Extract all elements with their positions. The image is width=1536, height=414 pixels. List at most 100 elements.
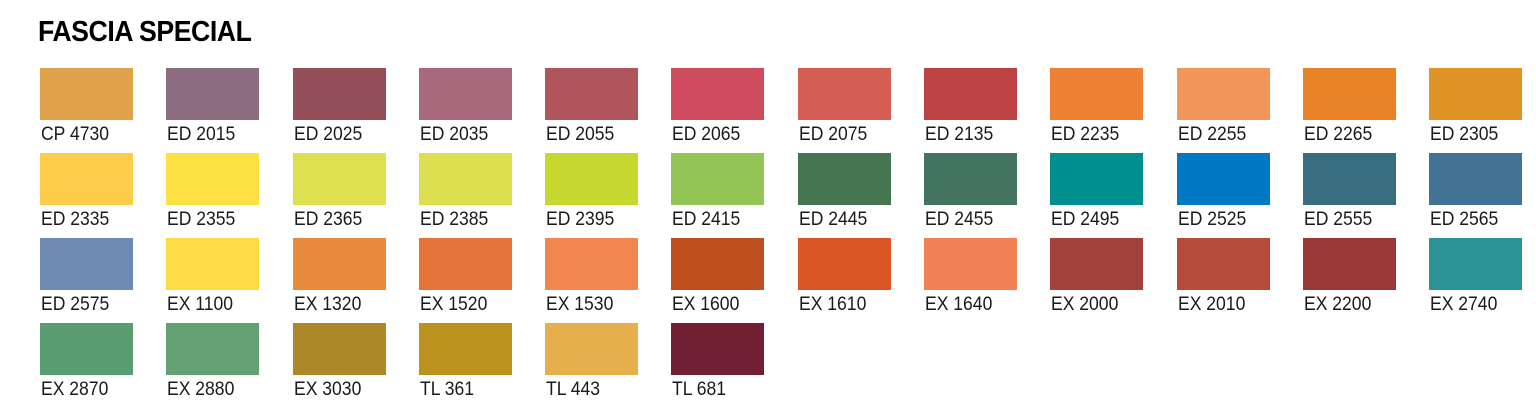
color-code-label: ED 2035 bbox=[419, 123, 489, 145]
color-swatch bbox=[292, 68, 386, 120]
color-swatch bbox=[292, 238, 386, 290]
color-code-label: CP 4730 bbox=[41, 123, 109, 145]
color-swatch-item: ED 2525 bbox=[1176, 153, 1303, 238]
color-swatch bbox=[545, 153, 639, 205]
color-swatch bbox=[418, 68, 512, 120]
color-code-label: ED 2075 bbox=[798, 123, 868, 145]
color-swatch bbox=[292, 153, 386, 205]
color-swatch-item: EX 1520 bbox=[418, 238, 545, 323]
color-swatch-item: ED 2265 bbox=[1302, 68, 1429, 153]
color-code-label: ED 2555 bbox=[1303, 208, 1373, 230]
color-code-label: ED 2395 bbox=[546, 208, 615, 230]
color-swatch-item: EX 1640 bbox=[924, 238, 1050, 323]
color-swatch bbox=[418, 323, 512, 375]
color-swatch-item: ED 2385 bbox=[418, 153, 545, 238]
color-code-label: EX 1640 bbox=[925, 293, 993, 315]
color-swatch-item: ED 2235 bbox=[1050, 68, 1176, 153]
color-code-label: ED 2445 bbox=[798, 208, 868, 230]
color-swatch-item: ED 2395 bbox=[545, 153, 671, 238]
color-swatch-item: EX 2740 bbox=[1429, 238, 1536, 323]
color-swatch-item: TL 361 bbox=[418, 323, 545, 408]
color-swatch-item: EX 2000 bbox=[1050, 238, 1176, 323]
color-swatch bbox=[1176, 238, 1270, 290]
color-code-label: ED 2415 bbox=[672, 208, 741, 230]
color-swatch bbox=[797, 153, 891, 205]
color-swatch bbox=[1176, 68, 1270, 120]
color-code-label: ED 2495 bbox=[1051, 208, 1120, 230]
color-code-label: EX 2880 bbox=[167, 378, 235, 400]
swatch-grid: CP 4730 ED 2015 ED 2025 ED 2035 ED 2055 ED 20… bbox=[40, 68, 1536, 408]
color-code-label: ED 2385 bbox=[419, 208, 489, 230]
color-swatch bbox=[40, 153, 133, 205]
color-code-label: TL 361 bbox=[419, 378, 474, 400]
color-swatch-item: ED 2495 bbox=[1050, 153, 1176, 238]
color-swatch bbox=[924, 153, 1018, 205]
color-swatch-item: ED 2565 bbox=[1429, 153, 1536, 238]
color-swatch bbox=[671, 238, 765, 290]
color-swatch-item: EX 2010 bbox=[1176, 238, 1303, 323]
color-swatch bbox=[545, 323, 639, 375]
color-swatch-item: EX 1530 bbox=[545, 238, 671, 323]
color-swatch-item: ED 2365 bbox=[292, 153, 419, 238]
color-swatch bbox=[1050, 238, 1144, 290]
color-swatch-item: EX 1600 bbox=[671, 238, 797, 323]
color-code-label: TL 443 bbox=[546, 378, 601, 400]
color-code-label: EX 1520 bbox=[419, 293, 488, 315]
color-swatch-item: EX 2880 bbox=[166, 323, 292, 408]
color-code-label: EX 2010 bbox=[1177, 293, 1246, 315]
color-swatch-item: ED 2415 bbox=[671, 153, 797, 238]
color-swatch-item: EX 1610 bbox=[797, 238, 924, 323]
color-swatch-item: ED 2305 bbox=[1429, 68, 1536, 153]
color-code-label: ED 2525 bbox=[1177, 208, 1246, 230]
color-swatch bbox=[671, 153, 765, 205]
color-swatch bbox=[166, 153, 260, 205]
color-code-label: ED 2575 bbox=[41, 293, 110, 315]
color-swatch bbox=[292, 323, 386, 375]
color-code-label: ED 2355 bbox=[167, 208, 236, 230]
color-code-label: ED 2235 bbox=[1051, 123, 1120, 145]
color-code-label: EX 1100 bbox=[167, 293, 234, 315]
color-swatch bbox=[40, 323, 133, 375]
color-swatch bbox=[40, 238, 133, 290]
color-swatch-item: ED 2335 bbox=[40, 153, 166, 238]
color-swatch-item: ED 2065 bbox=[671, 68, 797, 153]
color-swatch bbox=[1429, 153, 1523, 205]
color-code-label: ED 2025 bbox=[293, 123, 362, 145]
color-code-label: EX 1600 bbox=[672, 293, 740, 315]
color-swatch-item: ED 2135 bbox=[924, 68, 1050, 153]
color-swatch-item: ED 2555 bbox=[1302, 153, 1429, 238]
color-swatch bbox=[166, 68, 260, 120]
color-code-label: EX 1320 bbox=[293, 293, 361, 315]
color-swatch-item: ED 2575 bbox=[40, 238, 166, 323]
color-swatch bbox=[924, 68, 1018, 120]
color-swatch bbox=[1050, 153, 1144, 205]
color-code-label: EX 1610 bbox=[798, 293, 867, 315]
color-swatch-item: ED 2455 bbox=[924, 153, 1050, 238]
color-swatch-item: EX 2200 bbox=[1302, 238, 1429, 323]
color-swatch bbox=[418, 238, 512, 290]
color-swatch-item: ED 2355 bbox=[166, 153, 292, 238]
color-code-label: EX 2000 bbox=[1051, 293, 1119, 315]
color-swatch-item: TL 681 bbox=[671, 323, 797, 408]
color-swatch-item: EX 1100 bbox=[166, 238, 292, 323]
color-swatch bbox=[1302, 238, 1396, 290]
color-swatch bbox=[924, 238, 1018, 290]
color-swatch-item: EX 2870 bbox=[40, 323, 166, 408]
color-code-label: ED 2265 bbox=[1303, 123, 1373, 145]
color-swatch-item: ED 2255 bbox=[1176, 68, 1303, 153]
color-swatch-item: CP 4730 bbox=[40, 68, 166, 153]
color-swatch bbox=[166, 238, 260, 290]
color-code-label: EX 2870 bbox=[41, 378, 109, 400]
color-swatch bbox=[797, 238, 891, 290]
page-title: FASCIA SPECIAL bbox=[38, 16, 252, 48]
color-swatch-item: ED 2055 bbox=[545, 68, 671, 153]
color-code-label: TL 681 bbox=[672, 378, 727, 400]
color-swatch-item: EX 3030 bbox=[292, 323, 419, 408]
color-swatch bbox=[418, 153, 512, 205]
color-swatch bbox=[671, 323, 765, 375]
color-swatch bbox=[40, 68, 133, 120]
color-code-label: ED 2335 bbox=[41, 208, 110, 230]
color-swatch-item: EX 1320 bbox=[292, 238, 419, 323]
color-code-label: ED 2455 bbox=[925, 208, 994, 230]
color-swatch bbox=[1302, 68, 1396, 120]
